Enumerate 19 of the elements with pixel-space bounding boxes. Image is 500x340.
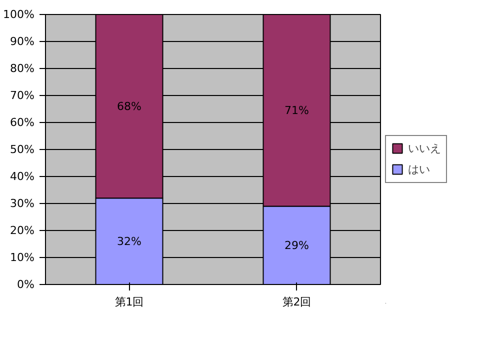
y-tick-label: 40% <box>10 170 35 183</box>
legend-label: はい <box>408 162 430 176</box>
y-tick-label: 90% <box>10 35 35 48</box>
legend-label: いいえ <box>408 140 441 156</box>
x-tick-label: 第1回 <box>114 296 144 308</box>
y-tick-label: 20% <box>10 224 35 237</box>
data-label: 32% <box>117 234 142 248</box>
y-tick-label: 60% <box>10 116 35 129</box>
y-tick-label: 0% <box>17 278 34 291</box>
y-tick-label: 100% <box>3 8 35 21</box>
x-tick-label: 第2回 <box>282 296 312 308</box>
y-tick-label: 50% <box>10 143 35 156</box>
y-tick-label: 30% <box>10 197 35 210</box>
y-tick-label: 10% <box>10 251 35 264</box>
data-label: 68% <box>117 100 142 113</box>
data-label: 29% <box>284 238 309 252</box>
data-label: 71% <box>284 104 309 117</box>
y-tick-label: 70% <box>10 89 35 102</box>
y-tick-label: 80% <box>10 62 35 75</box>
